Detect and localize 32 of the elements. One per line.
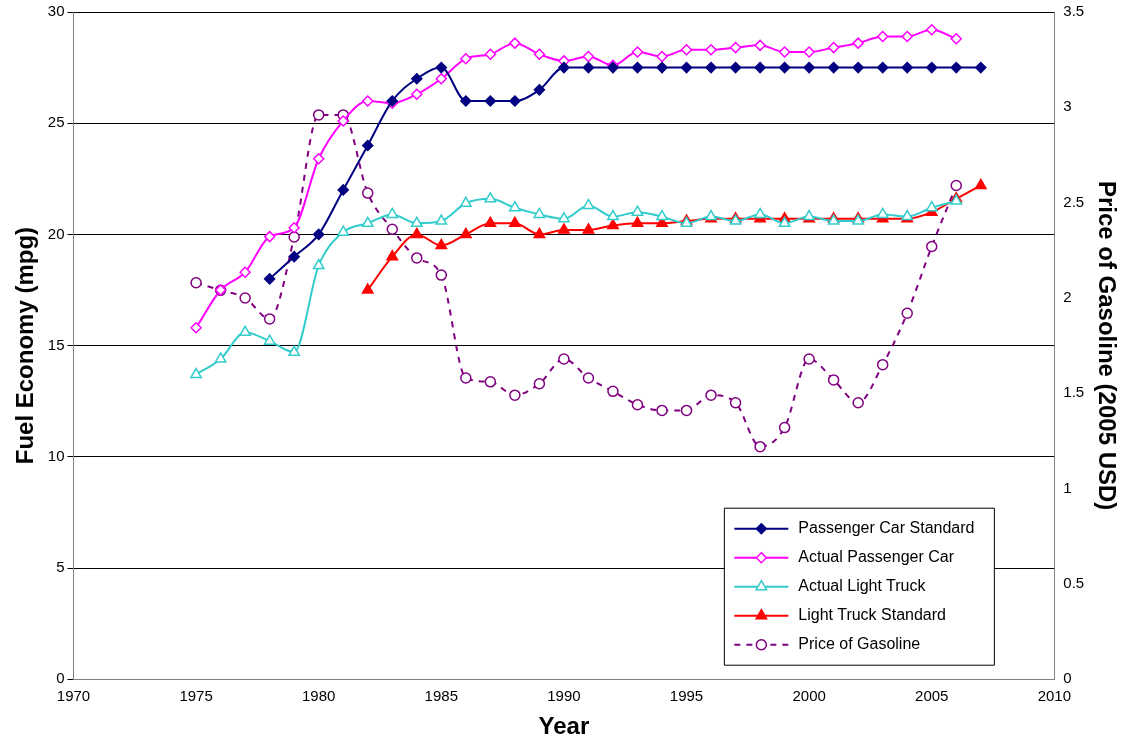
y2-tick-label: 0 <box>1063 669 1072 687</box>
y2-axis-title: Price of Gasoline (2005 USD) <box>1093 180 1121 511</box>
y2-tick-label: 1.5 <box>1063 383 1085 401</box>
legend-label: Actual Light Truck <box>798 577 927 595</box>
x-tick-label: 2000 <box>792 687 826 705</box>
y-tick-label: 30 <box>47 2 65 20</box>
x-tick-label: 1995 <box>669 687 704 705</box>
y-axis-title: Fuel Economy (mpg) <box>11 226 39 465</box>
x-tick-label: 1980 <box>302 687 336 705</box>
x-tick-label: 1975 <box>179 687 213 705</box>
y2-tick-label: 0.5 <box>1063 574 1085 592</box>
x-tick-label: 1985 <box>424 687 458 705</box>
legend-label: Passenger Car Standard <box>798 519 975 537</box>
y-tick-label: 10 <box>47 446 65 464</box>
x-tick-label: 1970 <box>56 687 91 705</box>
x-tick-label: 2005 <box>915 687 949 705</box>
y2-tick-label: 3 <box>1063 97 1072 115</box>
y2-tick-label: 2.5 <box>1063 192 1085 210</box>
y2-tick-label: 1 <box>1063 478 1072 496</box>
y-tick-label: 20 <box>47 224 65 242</box>
y2-tick-label: 2 <box>1063 288 1072 306</box>
y-tick-label: 0 <box>56 669 65 687</box>
x-axis-title: Year <box>538 712 590 740</box>
legend-label: Light Truck Standard <box>798 606 946 624</box>
legend-label: Price of Gasoline <box>798 635 921 653</box>
y2-tick-label: 3.5 <box>1063 2 1085 20</box>
y-tick-label: 5 <box>56 558 65 576</box>
x-tick-label: 1990 <box>547 687 581 705</box>
x-tick-label: 2010 <box>1037 687 1072 705</box>
y-tick-label: 15 <box>47 335 65 353</box>
legend-label: Actual Passenger Car <box>798 548 955 566</box>
y-tick-label: 25 <box>47 113 65 131</box>
